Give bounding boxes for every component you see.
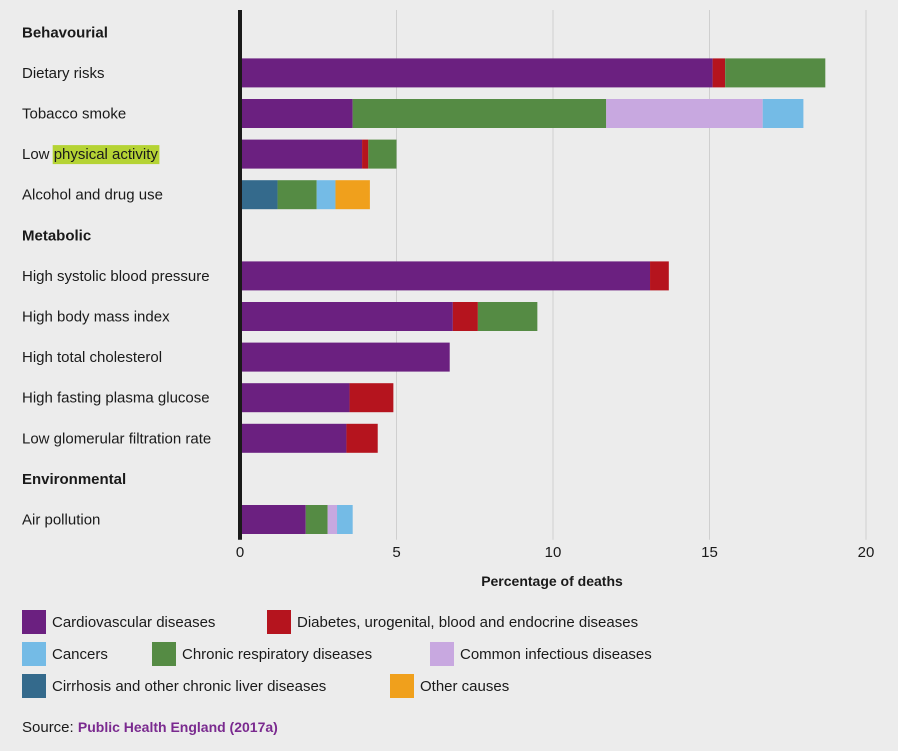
legend-label: Chronic respiratory diseases <box>182 645 373 663</box>
legend-swatch <box>430 642 454 666</box>
bar-segment-cancers <box>337 505 353 534</box>
category-label: Low glomerular filtration rate <box>22 430 211 447</box>
legend-swatch <box>22 642 46 666</box>
category-label: Dietary risks <box>22 65 105 82</box>
legend-label: Cardiovascular diseases <box>52 613 216 631</box>
bar-segment-chronic-respiratory-diseases <box>368 139 397 169</box>
x-tick-label: 15 <box>701 544 718 561</box>
legend-item-cancers: Cancers <box>22 642 108 666</box>
bar-segment-diabetes-urogenital-blood-and-endocrine-diseases <box>712 58 726 88</box>
bar-segment-chronic-respiratory-diseases <box>305 505 328 534</box>
category-label: High total cholesterol <box>22 349 162 366</box>
category-label: Low physical activity <box>22 146 158 163</box>
bar-segment-cardiovascular-diseases <box>240 58 713 88</box>
legend-label: Other causes <box>420 677 510 695</box>
legend-label: Diabetes, urogenital, blood and endocrin… <box>297 613 639 631</box>
x-tick-label: 0 <box>236 544 244 561</box>
bar-segment-diabetes-urogenital-blood-and-endocrine-diseases <box>650 261 669 291</box>
highlighted-text: physical activity <box>54 146 159 163</box>
bar-segment-cirrhosis-and-other-chronic-liver-diseases <box>240 180 278 210</box>
bar-segment-diabetes-urogenital-blood-and-endocrine-diseases <box>362 139 369 169</box>
bar-segment-other-causes <box>335 180 370 210</box>
legend-swatch <box>390 674 414 698</box>
legend-label: Cancers <box>52 645 108 663</box>
legend-item-cirrhosis: Cirrhosis and other chronic liver diseas… <box>22 674 326 698</box>
legend-label: Cirrhosis and other chronic liver diseas… <box>52 677 327 695</box>
source-line: Source: Public Health England (2017a) <box>22 719 278 736</box>
bar-segment-chronic-respiratory-diseases <box>352 99 607 128</box>
group-label: Behavourial <box>22 24 108 41</box>
category-label-part: Low <box>22 146 54 163</box>
category-label: Alcohol and drug use <box>22 187 163 204</box>
bar-segment-common-infectious-diseases <box>327 505 338 534</box>
bar-segment-cardiovascular-diseases <box>240 261 651 291</box>
legend-item-other-causes: Other causes <box>390 674 509 698</box>
bar-segment-cardiovascular-diseases <box>240 342 450 372</box>
bar-segment-cancers <box>762 99 804 128</box>
legend-swatch <box>267 610 291 634</box>
group-label: Metabolic <box>22 227 91 244</box>
x-tick-label: 5 <box>392 544 400 561</box>
legend-item-common-infectious: Common infectious diseases <box>430 642 652 666</box>
source-prefix: Source: <box>22 719 74 736</box>
bar-segment-diabetes-urogenital-blood-and-endocrine-diseases <box>452 302 478 331</box>
category-label: High systolic blood pressure <box>22 268 210 285</box>
category-label: High body mass index <box>22 309 170 326</box>
bar-segment-chronic-respiratory-diseases <box>725 58 826 88</box>
bar-segment-cardiovascular-diseases <box>240 505 306 534</box>
legend-item-diabetes: Diabetes, urogenital, blood and endocrin… <box>267 610 638 634</box>
bar-segment-cardiovascular-diseases <box>240 302 453 331</box>
bar-segment-chronic-respiratory-diseases <box>277 180 317 210</box>
bar-segment-cancers <box>316 180 336 210</box>
bar-segment-cardiovascular-diseases <box>240 383 350 413</box>
bar-segment-cardiovascular-diseases <box>240 423 347 453</box>
legend-item-cardiovascular: Cardiovascular diseases <box>22 610 215 634</box>
legend-label: Common infectious diseases <box>460 645 652 663</box>
legend-swatch <box>22 674 46 698</box>
bar-segment-chronic-respiratory-diseases <box>477 302 538 331</box>
legend-swatch <box>22 610 46 634</box>
stacked-bar-chart: Behavourial Dietary risks Tobacco smoke Low… <box>22 10 875 589</box>
bar-segment-cardiovascular-diseases <box>240 139 363 169</box>
bar-segment-common-infectious-diseases <box>606 99 763 128</box>
text-highlight <box>52 145 160 165</box>
group-label: Environmental <box>22 471 126 488</box>
category-label: High fasting plasma glucose <box>22 390 210 407</box>
category-label: Air pollution <box>22 512 100 529</box>
x-axis-title: Percentage of deaths <box>481 573 623 589</box>
bar-segment-cardiovascular-diseases <box>240 99 353 128</box>
bar-segment-diabetes-urogenital-blood-and-endocrine-diseases <box>349 383 394 413</box>
x-tick-label: 10 <box>545 544 562 561</box>
x-tick-label: 20 <box>858 544 875 561</box>
legend-item-chronic-respiratory: Chronic respiratory diseases <box>152 642 372 666</box>
bar-segment-diabetes-urogenital-blood-and-endocrine-diseases <box>346 423 378 453</box>
legend-swatch <box>152 642 176 666</box>
category-label: Tobacco smoke <box>22 106 126 123</box>
source-link[interactable]: Public Health England (2017a) <box>77 719 278 735</box>
